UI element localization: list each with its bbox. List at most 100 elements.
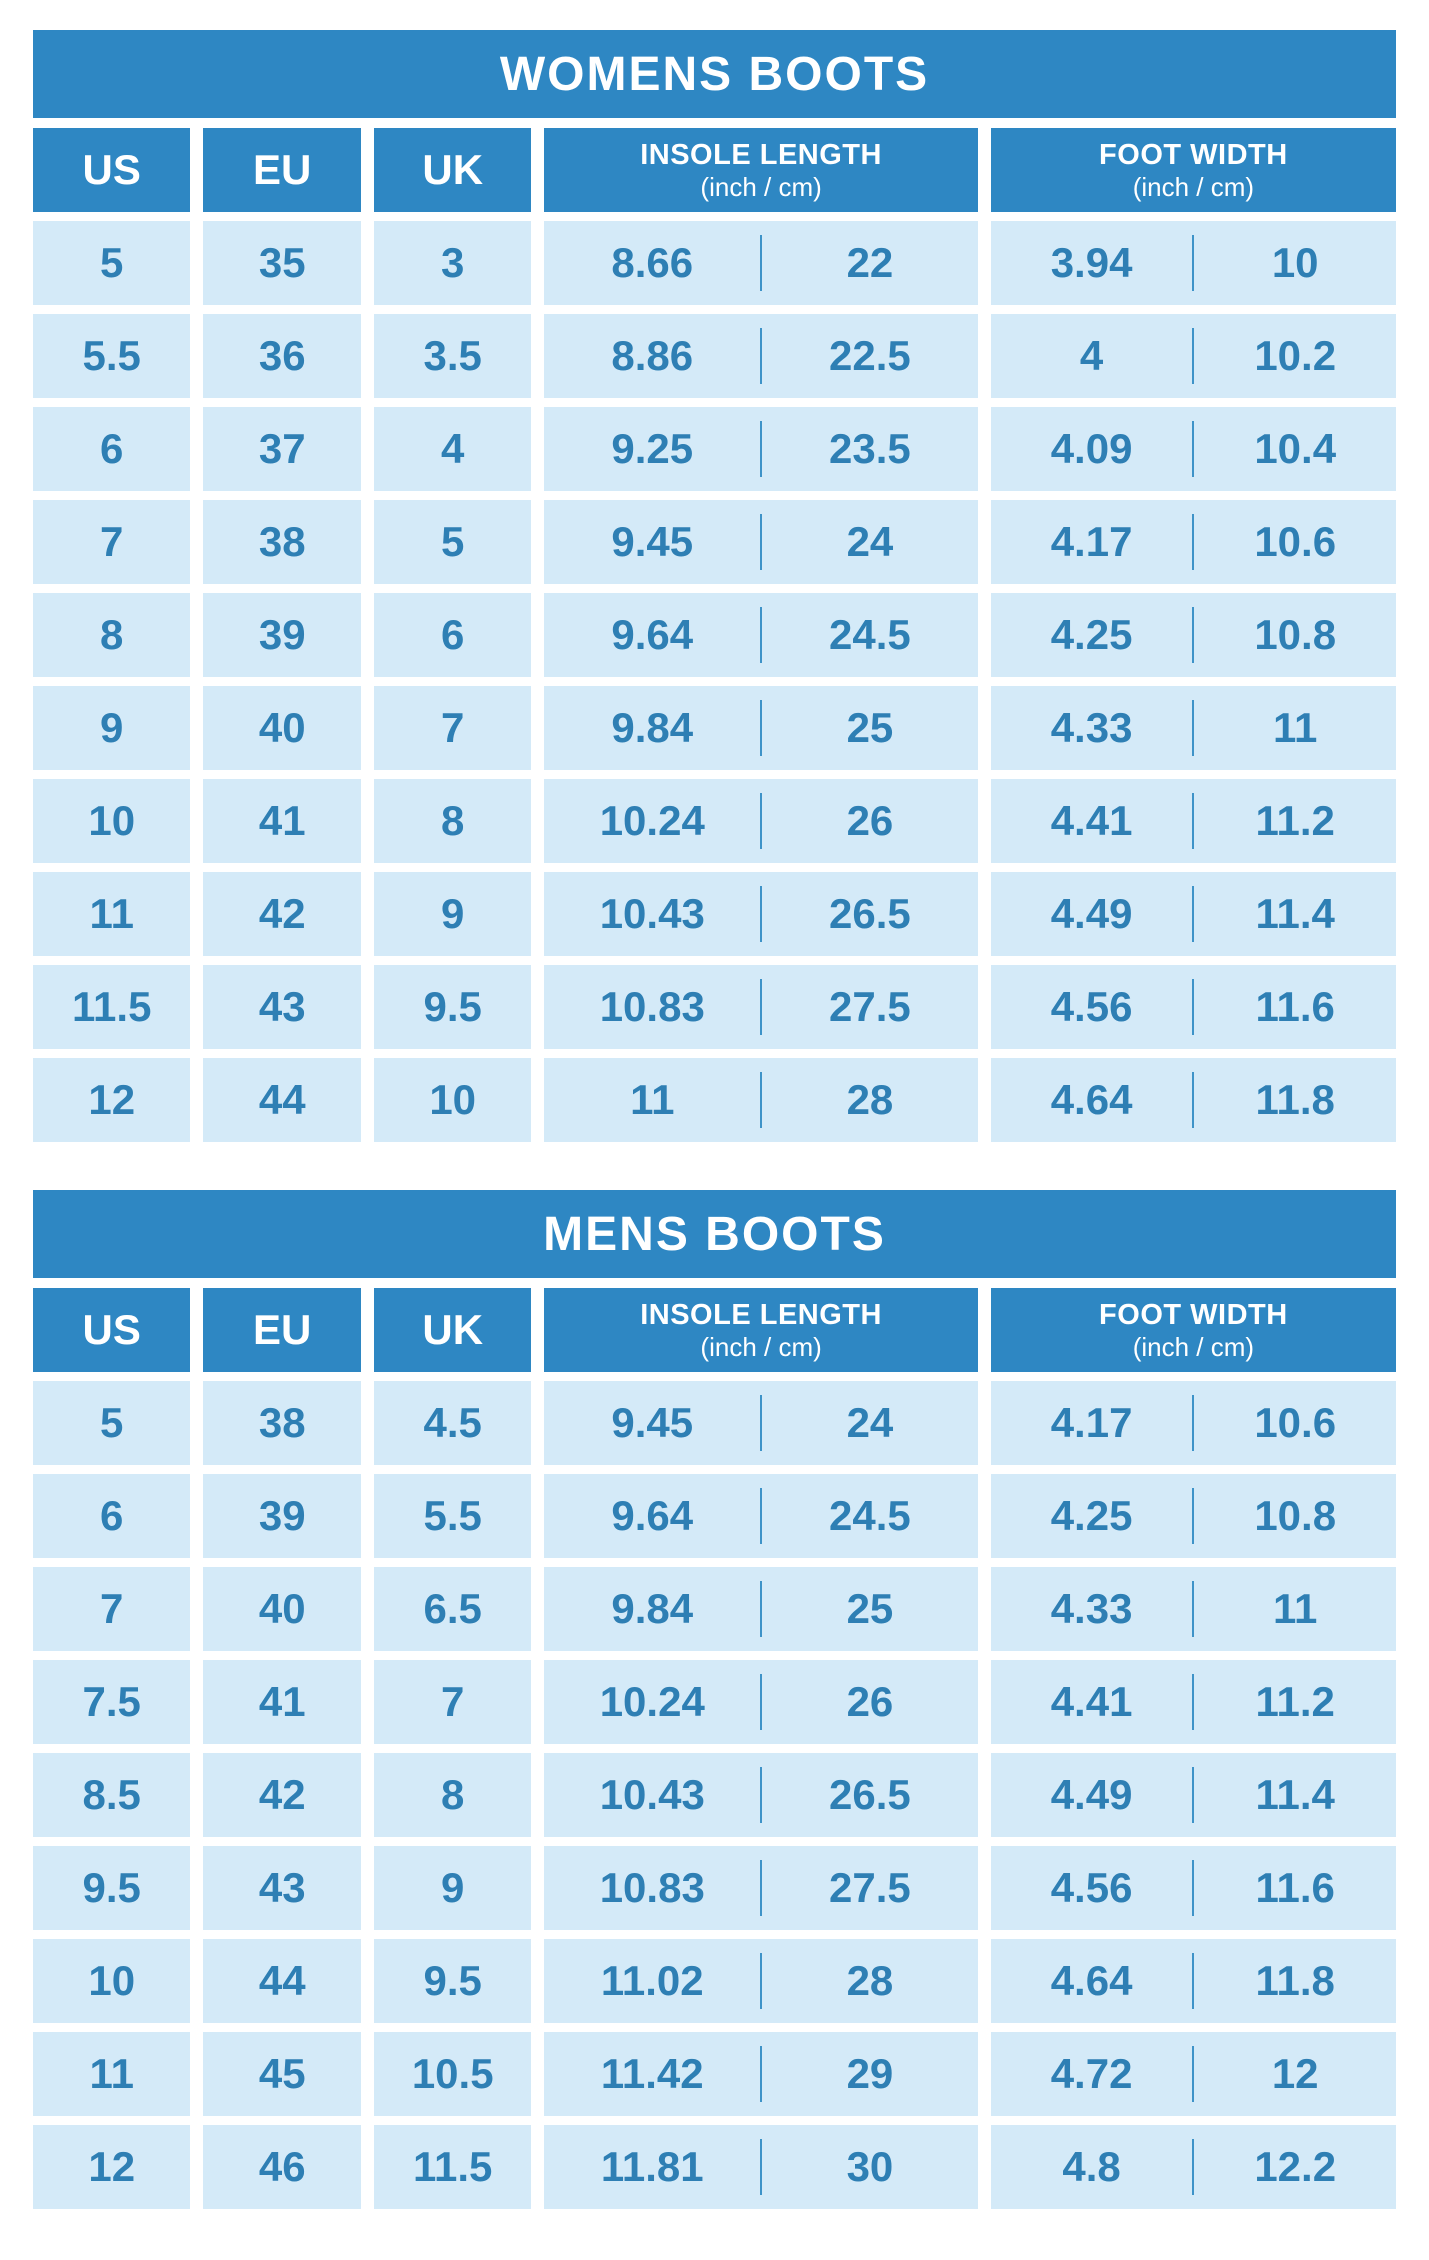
cm-value: 28: [846, 1076, 894, 1123]
unit-note: (inch / cm): [700, 1331, 822, 1362]
inch-value: 9.84: [611, 1585, 694, 1632]
cell-divider: [1192, 421, 1195, 477]
column-header-label: INSOLE LENGTH: [640, 1298, 882, 1331]
cell-divider: [1192, 514, 1195, 570]
cell-divider: [1192, 886, 1195, 942]
foot-width-cell: 4.72 12: [990, 2032, 1396, 2116]
table-title: WOMENS BOOTS: [499, 47, 930, 101]
unit-note: (inch / cm): [1132, 1331, 1255, 1362]
foot-width-cell: 4.41 11.2: [990, 1660, 1396, 1744]
foot-width-cell: 4.41 11.2: [990, 779, 1396, 863]
table-row: 10 44 9.5 11.02 28 4.64 11.8: [33, 1939, 1396, 2023]
cell-divider: [1192, 1860, 1195, 1916]
uk-size-cell: 6.5: [373, 1567, 532, 1651]
column-header-eu: EU: [203, 128, 361, 212]
inch-value: 10.24: [599, 797, 705, 844]
eu-size-cell: 39: [203, 1474, 361, 1558]
cm-value: 26: [846, 1678, 894, 1725]
cm-value: 22.5: [829, 332, 911, 379]
inch-value: 11.81: [600, 2143, 704, 2190]
us-size-cell: 5.5: [33, 314, 191, 398]
uk-size-cell: 9: [373, 1846, 532, 1930]
cell-divider: [1192, 979, 1195, 1035]
cell-divider: [760, 979, 763, 1035]
cell-divider: [760, 421, 763, 477]
us-size-cell: 5: [33, 221, 191, 305]
inch-value: 4.25: [1050, 1492, 1133, 1539]
table-title: MENS BOOTS: [543, 1207, 886, 1261]
eu-size-cell: 44: [203, 1058, 361, 1142]
inch-value: 4.33: [1050, 1585, 1133, 1632]
uk-size-cell: 7: [373, 686, 532, 770]
foot-width-cell: 4.64 11.8: [990, 1939, 1396, 2023]
eu-size-cell: 37: [203, 407, 361, 491]
inch-value: 4: [1079, 332, 1104, 379]
uk-size-cell: 10.5: [373, 2032, 532, 2116]
table-row: 5 35 3 8.66 22 3.94 10: [33, 221, 1396, 305]
foot-width-cell: 4.56 11.6: [990, 965, 1396, 1049]
inch-value: 10.83: [599, 983, 705, 1030]
insole-length-cell: 8.86 22.5: [544, 314, 978, 398]
inch-value: 4.41: [1050, 797, 1133, 844]
cell-divider: [1192, 1674, 1195, 1730]
cm-value: 12.2: [1254, 2143, 1337, 2190]
eu-size-cell: 38: [203, 1381, 361, 1465]
uk-size-cell: 5: [373, 500, 532, 584]
inch-value: 9.25: [611, 425, 694, 472]
us-size-cell: 9: [33, 686, 191, 770]
column-header-foot-width: FOOT WIDTH (inch / cm): [990, 128, 1396, 212]
cell-divider: [1192, 607, 1195, 663]
cell-divider: [760, 1488, 763, 1544]
cm-value: 12: [1271, 2050, 1319, 2097]
cell-divider: [1192, 1072, 1195, 1128]
foot-width-cell: 4.8 12.2: [990, 2125, 1396, 2209]
insole-length-cell: 10.43 26.5: [544, 1753, 978, 1837]
inch-value: 4.72: [1050, 2050, 1133, 2097]
cm-value: 24: [846, 1399, 894, 1446]
insole-length-cell: 10.83 27.5: [544, 965, 978, 1049]
uk-size-cell: 9.5: [373, 1939, 532, 2023]
womens-boots-table: WOMENS BOOTS US EU UK INSOLE LENGTH (inc…: [33, 30, 1396, 1142]
eu-size-cell: 41: [203, 1660, 361, 1744]
foot-width-cell: 4.17 10.6: [990, 500, 1396, 584]
inch-value: 4.33: [1050, 704, 1133, 751]
us-size-cell: 10: [33, 1939, 191, 2023]
column-header-us: US: [33, 1288, 191, 1372]
insole-length-cell: 11.81 30: [544, 2125, 978, 2209]
cm-value: 25: [846, 1585, 894, 1632]
table-row: 8.5 42 8 10.43 26.5 4.49 11.4: [33, 1753, 1396, 1837]
cm-value: 10.4: [1254, 425, 1337, 472]
inch-value: 9.64: [611, 1492, 694, 1539]
cell-divider: [1192, 793, 1195, 849]
cm-value: 26.5: [829, 1771, 911, 1818]
cm-value: 24.5: [829, 1492, 911, 1539]
uk-size-cell: 5.5: [373, 1474, 532, 1558]
inch-value: 3.94: [1050, 239, 1133, 286]
column-header-label: INSOLE LENGTH: [640, 138, 882, 171]
cell-divider: [760, 328, 763, 384]
insole-length-cell: 11.42 29: [544, 2032, 978, 2116]
column-header-insole-length: INSOLE LENGTH (inch / cm): [544, 1288, 978, 1372]
table-row: 6 37 4 9.25 23.5 4.09 10.4: [33, 407, 1396, 491]
column-header-label: FOOT WIDTH: [1099, 138, 1288, 171]
insole-length-cell: 11 28: [544, 1058, 978, 1142]
foot-width-cell: 4.49 11.4: [990, 872, 1396, 956]
cm-value: 26: [846, 797, 894, 844]
table-row: 10 41 8 10.24 26 4.41 11.2: [33, 779, 1396, 863]
inch-value: 4.49: [1050, 1771, 1133, 1818]
mens-boots-table: MENS BOOTS US EU UK INSOLE LENGTH (inch …: [33, 1190, 1396, 2209]
inch-value: 4.49: [1050, 890, 1133, 937]
cell-divider: [1192, 700, 1195, 756]
cell-divider: [1192, 2046, 1195, 2102]
inch-value: 4.41: [1050, 1678, 1133, 1725]
table-row: 7 38 5 9.45 24 4.17 10.6: [33, 500, 1396, 584]
us-size-cell: 12: [33, 1058, 191, 1142]
cell-divider: [760, 2046, 763, 2102]
eu-size-cell: 38: [203, 500, 361, 584]
us-size-cell: 7: [33, 500, 191, 584]
inch-value: 10.43: [599, 1771, 705, 1818]
cell-divider: [760, 514, 763, 570]
table-row: 7.5 41 7 10.24 26 4.41 11.2: [33, 1660, 1396, 1744]
cell-divider: [760, 1395, 763, 1451]
insole-length-cell: 9.84 25: [544, 686, 978, 770]
